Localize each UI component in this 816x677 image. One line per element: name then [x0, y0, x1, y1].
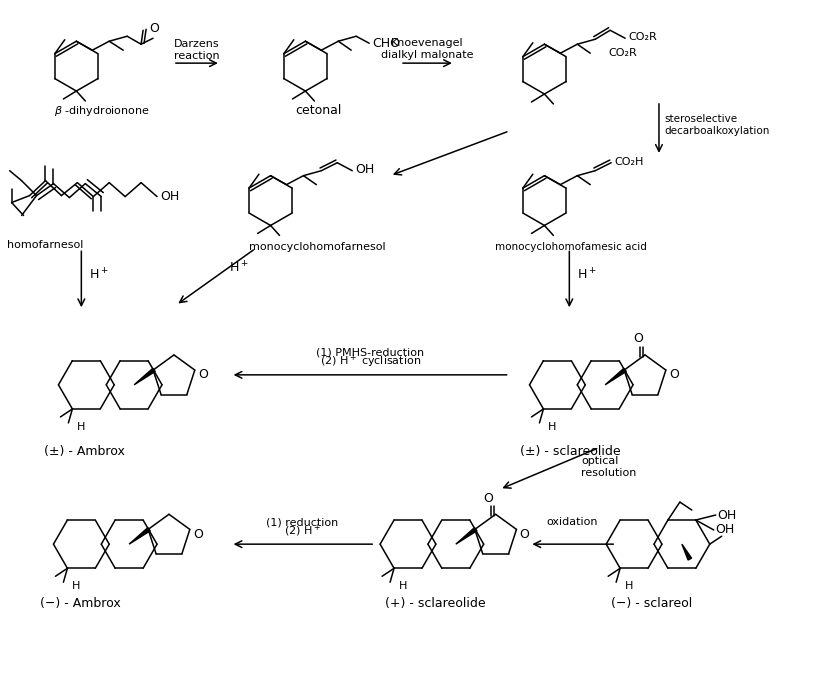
Text: O: O — [633, 332, 643, 345]
Text: (−) - sclareol: (−) - sclareol — [611, 597, 693, 610]
Text: monocyclohomofarnesol: monocyclohomofarnesol — [249, 242, 385, 253]
Text: homofarnesol: homofarnesol — [7, 240, 83, 250]
Text: decarboalkoxylation: decarboalkoxylation — [664, 126, 769, 136]
Text: (2) H$^+$: (2) H$^+$ — [284, 523, 321, 539]
Text: H: H — [625, 581, 633, 591]
Text: H$^+$: H$^+$ — [228, 261, 248, 276]
Text: Darzens: Darzens — [174, 39, 220, 49]
Text: OH: OH — [355, 163, 375, 176]
Text: O: O — [197, 368, 208, 381]
Text: H$^+$: H$^+$ — [577, 267, 597, 283]
Polygon shape — [134, 368, 155, 385]
Text: CHO: CHO — [372, 37, 400, 49]
Text: steroselective: steroselective — [664, 114, 737, 124]
Text: (1) PMHS-reduction: (1) PMHS-reduction — [316, 348, 424, 358]
Text: (±) - sclareolide: (±) - sclareolide — [520, 445, 620, 458]
Text: Knoevenagel: Knoevenagel — [391, 38, 463, 48]
Text: dialkyl malonate: dialkyl malonate — [381, 50, 473, 60]
Text: CO₂R: CO₂R — [608, 48, 637, 58]
Text: OH: OH — [716, 523, 735, 536]
Text: CO₂H: CO₂H — [614, 157, 644, 167]
Text: H: H — [399, 581, 407, 591]
Text: oxidation: oxidation — [547, 517, 598, 527]
Text: OH: OH — [160, 190, 180, 203]
Text: CO₂R: CO₂R — [628, 32, 657, 42]
Text: cetonal: cetonal — [295, 104, 342, 117]
Text: monocyclohomofamesic acid: monocyclohomofamesic acid — [494, 242, 646, 253]
Text: $\beta$ -dihydroionone: $\beta$ -dihydroionone — [55, 104, 150, 118]
Text: reaction: reaction — [174, 51, 220, 61]
Text: (1) reduction: (1) reduction — [266, 517, 339, 527]
Polygon shape — [456, 527, 477, 544]
Text: (−) - Ambrox: (−) - Ambrox — [39, 597, 120, 610]
Text: O: O — [669, 368, 679, 381]
Text: optical: optical — [581, 456, 619, 466]
Polygon shape — [682, 544, 692, 560]
Text: resolution: resolution — [581, 468, 636, 479]
Text: (+) - sclareolide: (+) - sclareolide — [385, 597, 486, 610]
Text: O: O — [193, 527, 202, 541]
Text: H: H — [78, 422, 86, 432]
Text: (±) - Ambrox: (±) - Ambrox — [43, 445, 124, 458]
Text: O: O — [520, 527, 530, 541]
Text: (2) H$^+$ cyclisation: (2) H$^+$ cyclisation — [320, 353, 421, 370]
Text: O: O — [149, 22, 159, 35]
Text: H: H — [548, 422, 557, 432]
Text: OH: OH — [718, 508, 737, 521]
Text: H: H — [72, 581, 81, 591]
Polygon shape — [129, 527, 150, 544]
Polygon shape — [605, 368, 627, 385]
Text: H$^+$: H$^+$ — [89, 267, 109, 283]
Text: O: O — [484, 492, 494, 505]
